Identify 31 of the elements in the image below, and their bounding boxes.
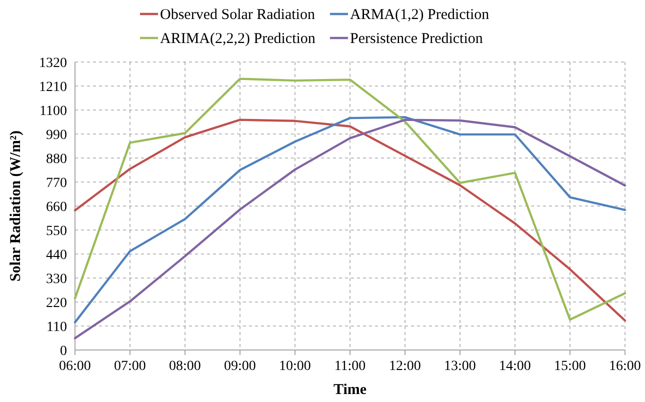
y-tick-label: 1210 <box>39 80 67 95</box>
x-tick-label: 06:00 <box>59 359 91 374</box>
legend-label: ARMA(1,2) Prediction <box>350 7 490 23</box>
legend-label: Persistence Prediction <box>350 31 484 47</box>
legend-label: Observed Solar Radiation <box>160 7 316 23</box>
x-tick-label: 07:00 <box>114 359 146 374</box>
y-tick-label: 1320 <box>39 56 67 71</box>
y-tick-label: 990 <box>46 128 67 143</box>
x-tick-label: 12:00 <box>389 359 421 374</box>
x-tick-label: 08:00 <box>169 359 201 374</box>
x-tick-label: 16:00 <box>609 359 641 374</box>
y-tick-label: 0 <box>60 344 67 359</box>
x-tick-label: 13:00 <box>444 359 476 374</box>
y-tick-label: 660 <box>46 200 67 215</box>
line-series <box>74 78 626 321</box>
x-tick-label: 14:00 <box>499 359 531 374</box>
x-tick-label: 11:00 <box>334 359 366 374</box>
x-tick-label: 09:00 <box>224 359 256 374</box>
y-tick-label: 440 <box>46 248 67 263</box>
y-tick-label: 550 <box>46 224 67 239</box>
y-tick-label: 330 <box>46 272 67 287</box>
x-tick-label: 15:00 <box>554 359 586 374</box>
x-axis-title: Time <box>333 382 367 398</box>
y-tick-label: 220 <box>46 296 67 311</box>
y-tick-label: 880 <box>46 152 67 167</box>
y-tick-label: 770 <box>46 176 67 191</box>
y-tick-label: 1100 <box>40 104 67 119</box>
y-axis-title: Solar Radiation (W/m²) <box>8 130 24 282</box>
x-tick-label: 10:00 <box>279 359 311 374</box>
legend-label: ARIMA(2,2,2) Prediction <box>160 31 316 47</box>
y-tick-label: 110 <box>46 320 67 335</box>
